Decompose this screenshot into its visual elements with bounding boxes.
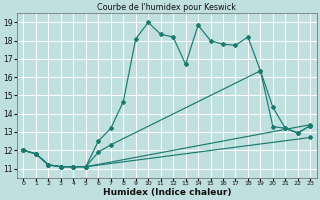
Title: Courbe de l'humidex pour Keswick: Courbe de l'humidex pour Keswick [97,3,236,12]
X-axis label: Humidex (Indice chaleur): Humidex (Indice chaleur) [103,188,231,197]
